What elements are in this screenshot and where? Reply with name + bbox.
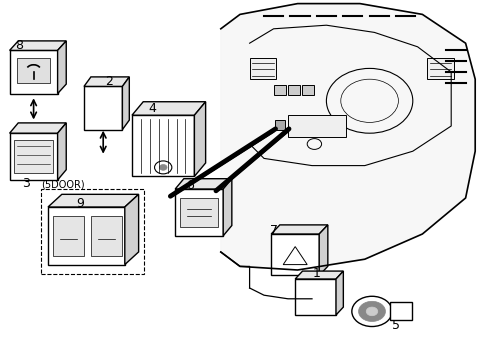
Bar bbox=[390, 302, 412, 320]
Polygon shape bbox=[48, 194, 139, 207]
Text: 2: 2 bbox=[106, 75, 113, 87]
FancyBboxPatch shape bbox=[48, 207, 125, 265]
Bar bbox=[180, 198, 218, 227]
Polygon shape bbox=[58, 41, 66, 94]
FancyBboxPatch shape bbox=[132, 115, 194, 176]
Bar bbox=[302, 85, 314, 95]
Bar bbox=[427, 58, 454, 79]
Bar bbox=[275, 120, 285, 130]
Polygon shape bbox=[132, 102, 205, 115]
Polygon shape bbox=[283, 247, 307, 265]
Bar bbox=[288, 85, 300, 95]
Text: 1: 1 bbox=[313, 267, 321, 280]
Bar bbox=[250, 58, 276, 79]
Polygon shape bbox=[271, 225, 328, 234]
FancyBboxPatch shape bbox=[10, 50, 58, 94]
Bar bbox=[274, 85, 286, 95]
Text: 8: 8 bbox=[15, 39, 23, 51]
Circle shape bbox=[366, 307, 378, 316]
Text: (5DOOR): (5DOOR) bbox=[41, 179, 84, 189]
Polygon shape bbox=[10, 41, 66, 50]
FancyBboxPatch shape bbox=[271, 234, 319, 275]
Polygon shape bbox=[194, 102, 205, 176]
Polygon shape bbox=[10, 123, 66, 133]
Polygon shape bbox=[319, 225, 328, 275]
Polygon shape bbox=[84, 77, 129, 86]
Polygon shape bbox=[221, 4, 475, 270]
Polygon shape bbox=[125, 194, 139, 265]
Text: 4: 4 bbox=[149, 102, 156, 114]
Polygon shape bbox=[223, 179, 232, 236]
Polygon shape bbox=[122, 77, 129, 130]
Bar bbox=[17, 58, 50, 83]
Polygon shape bbox=[295, 271, 343, 279]
Bar bbox=[91, 216, 122, 256]
Text: 6: 6 bbox=[186, 179, 193, 192]
FancyBboxPatch shape bbox=[175, 189, 223, 236]
Bar bbox=[14, 140, 53, 173]
Polygon shape bbox=[58, 123, 66, 180]
Text: 7: 7 bbox=[270, 224, 277, 237]
Bar bbox=[288, 120, 299, 130]
Polygon shape bbox=[175, 179, 232, 189]
Text: 3: 3 bbox=[23, 177, 30, 190]
Bar bbox=[288, 115, 346, 137]
Bar bbox=[41, 189, 144, 274]
FancyBboxPatch shape bbox=[10, 133, 58, 180]
Text: 5: 5 bbox=[392, 319, 400, 332]
FancyBboxPatch shape bbox=[84, 86, 122, 130]
Polygon shape bbox=[336, 271, 343, 315]
FancyBboxPatch shape bbox=[295, 279, 336, 315]
Text: 9: 9 bbox=[77, 197, 84, 210]
Bar bbox=[53, 216, 84, 256]
Circle shape bbox=[159, 165, 167, 170]
Circle shape bbox=[359, 301, 385, 321]
